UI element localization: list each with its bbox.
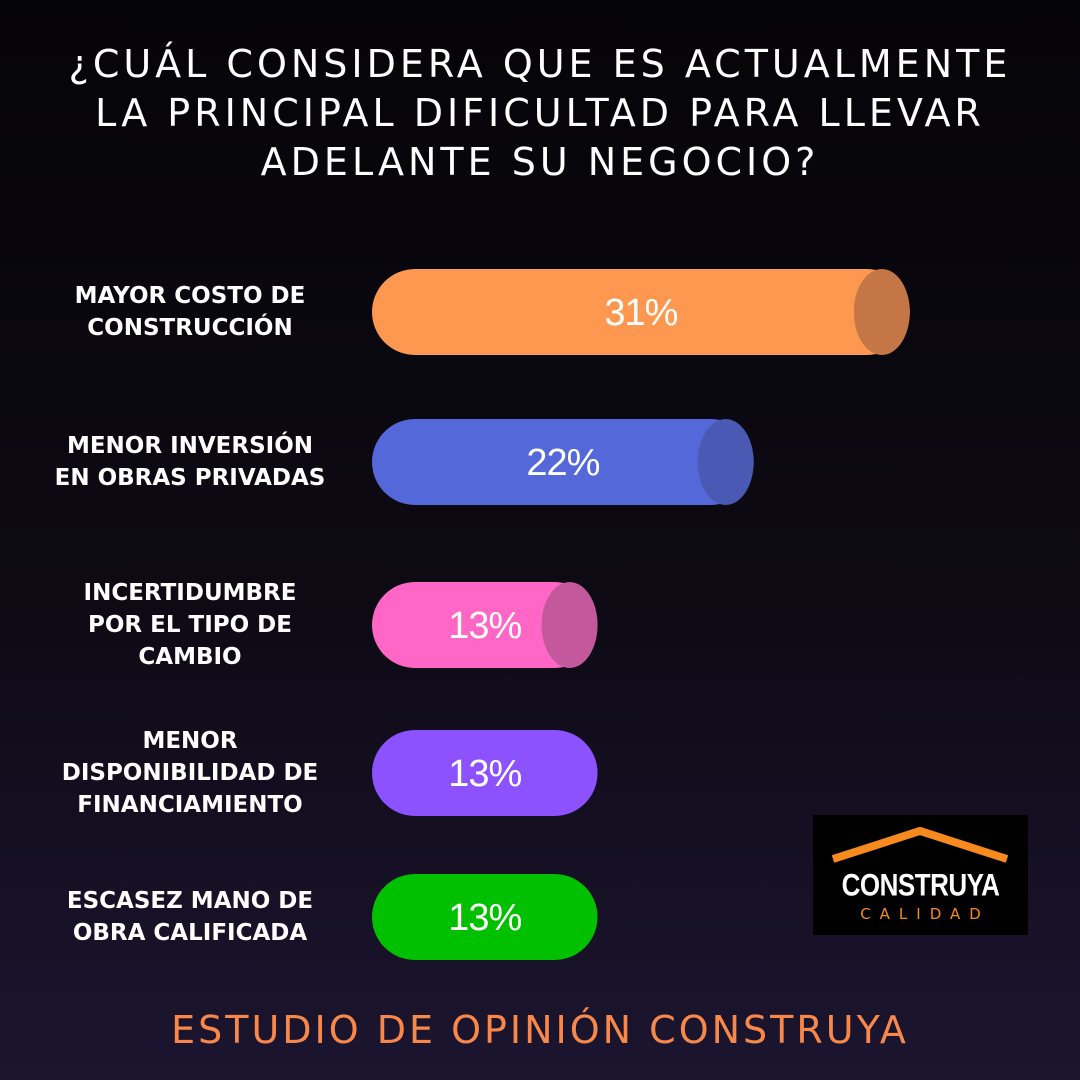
bar-3: 13% xyxy=(372,582,598,668)
category-label-4: MENOR DISPONIBILIDAD DE FINANCIAMIENTO xyxy=(35,725,345,821)
bar-4: 13% xyxy=(372,730,598,816)
category-label-3: INCERTIDUMBRE POR EL TIPO DE CAMBIO xyxy=(35,577,345,673)
bar-shape-1 xyxy=(372,269,910,355)
bar-1: 31% xyxy=(372,269,910,355)
category-label-4-line-3: FINANCIAMIENTO xyxy=(77,792,303,818)
category-label-5-line-1: ESCASEZ MANO DE xyxy=(66,888,314,914)
bar-value-label-2: 22% xyxy=(526,442,599,484)
category-label-3-line-3: CAMBIO xyxy=(138,644,242,670)
bar-2: 22% xyxy=(372,419,754,505)
category-label-2-line-2: EN OBRAS PRIVADAS xyxy=(54,465,326,491)
category-label-3-line-2: POR EL TIPO DE xyxy=(88,612,292,638)
footer-text: ESTUDIO DE OPINIÓN CONSTRUYA xyxy=(171,1008,909,1052)
category-label-1: MAYOR COSTO DE CONSTRUCCIÓN xyxy=(35,280,345,344)
bar-shape-4 xyxy=(372,730,598,816)
title-line-3: ADELANTE SU NEGOCIO? xyxy=(260,140,820,184)
category-label-5: ESCASEZ MANO DE OBRA CALIFICADA xyxy=(35,885,345,949)
chart-title: ¿CUÁL CONSIDERA QUE ES ACTUALMENTE LA PR… xyxy=(0,40,1080,187)
category-label-1-line-1: MAYOR COSTO DE xyxy=(74,283,306,309)
bar-value-label-1: 31% xyxy=(604,292,677,334)
bar-value-label-5: 13% xyxy=(448,897,521,939)
category-label-4-line-1: MENOR xyxy=(142,728,238,754)
title-line-2: LA PRINCIPAL DIFICULTAD PARA LLEVAR xyxy=(95,91,985,135)
bar-value-label-3: 13% xyxy=(448,605,521,647)
bar-shape-5 xyxy=(372,874,598,960)
construya-logo: CONSTRUYA CALIDAD xyxy=(813,815,1028,935)
category-label-1-line-2: CONSTRUCCIÓN xyxy=(87,315,293,341)
bar-end-cap-1 xyxy=(853,269,910,355)
bar-end-cap-2 xyxy=(697,419,754,505)
title-line-1: ¿CUÁL CONSIDERA QUE ES ACTUALMENTE xyxy=(68,42,1012,86)
category-label-4-line-2: DISPONIBILIDAD DE xyxy=(61,760,319,786)
category-label-3-line-1: INCERTIDUMBRE xyxy=(83,580,297,606)
category-label-2: MENOR INVERSIÓN EN OBRAS PRIVADAS xyxy=(35,430,345,494)
logo-name: CONSTRUYA xyxy=(841,866,1000,903)
category-label-2-line-1: MENOR INVERSIÓN xyxy=(66,433,314,459)
bar-shape-2 xyxy=(372,419,754,505)
roof-icon xyxy=(831,826,1009,863)
bar-shape-3 xyxy=(372,582,598,668)
bar-end-cap-3 xyxy=(541,582,598,668)
category-label-5-line-2: OBRA CALIFICADA xyxy=(72,920,308,946)
bar-value-label-4: 13% xyxy=(448,753,521,795)
bar-5: 13% xyxy=(372,874,598,960)
logo-tagline: CALIDAD xyxy=(860,905,990,923)
